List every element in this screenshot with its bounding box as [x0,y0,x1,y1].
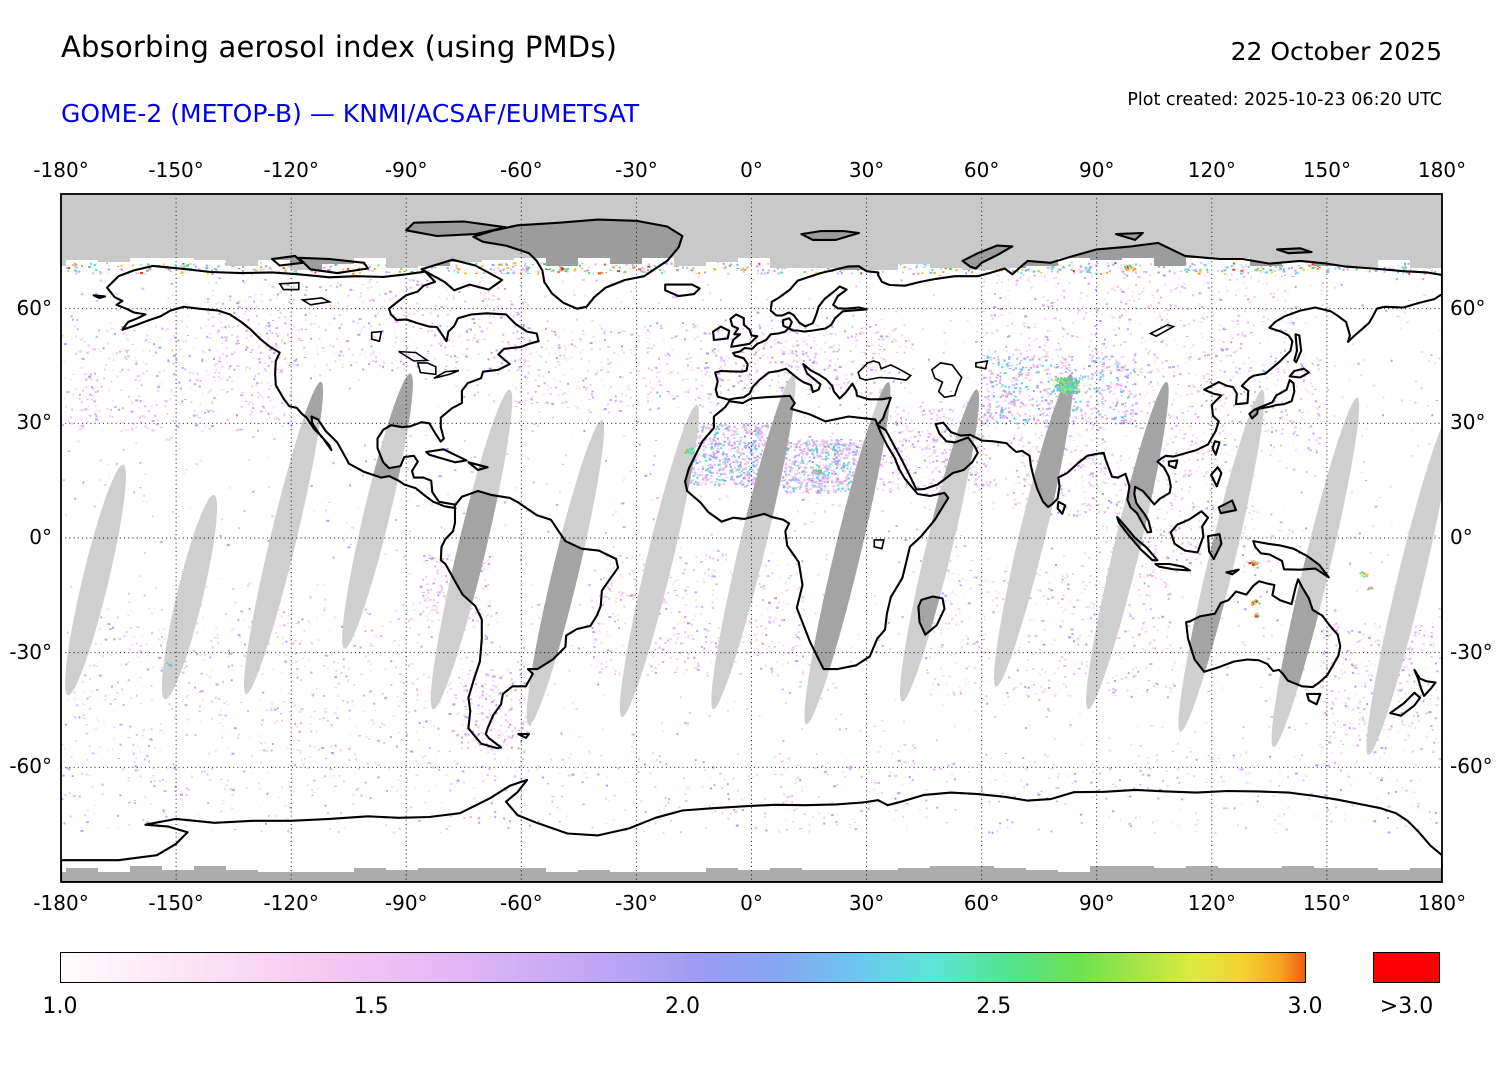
plot-title: Absorbing aerosol index (using PMDs) [61,30,618,64]
map-frame [60,193,1443,883]
creation-timestamp: Plot created: 2025-10-23 06:20 UTC [1127,90,1442,110]
instrument-label: GOME-2 (METOP-B) — KNMI/ACSAF/EUMETSAT [61,99,640,128]
colorbar-gradient [60,952,1306,983]
colorbar-overflow-swatch [1373,952,1440,983]
lake-outlines [278,281,1176,550]
graticule [61,194,1442,882]
coastlines [61,218,1442,882]
aerosol-hotspots [166,264,1374,667]
date-label: 22 October 2025 [1230,37,1442,66]
antarctic-no-data-band [61,866,1442,882]
